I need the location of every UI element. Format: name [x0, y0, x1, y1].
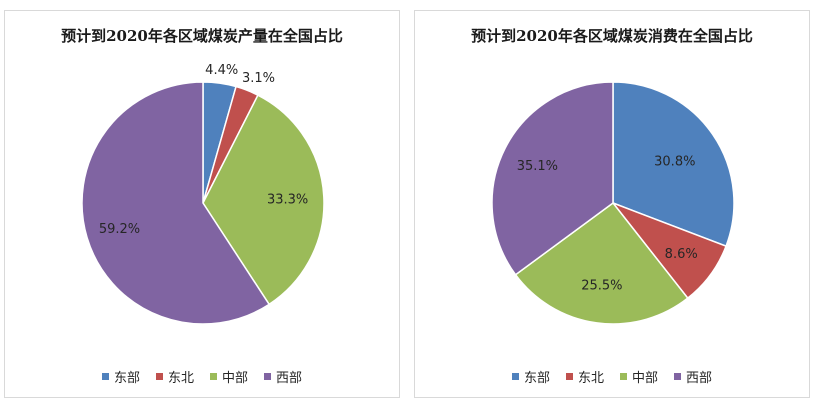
legend-swatch	[674, 373, 682, 380]
legend-swatch	[620, 373, 627, 380]
legend-swatch	[101, 373, 109, 380]
pie-chart-production: 4.4% 3.1% 33.3% 59.2%	[81, 63, 325, 325]
legend-swatch	[210, 373, 217, 380]
legend-swatch	[155, 373, 163, 380]
legend-label: 中部	[222, 371, 249, 386]
pie-slice-4	[491, 81, 614, 276]
legend-item: 东北	[565, 367, 604, 386]
chart-panel-consumption: 预计到2020年各区域煤炭消费在全国占比 30.8% 8.6% 25.5% 35.1%…	[414, 10, 810, 398]
legend: 东部 东北 中部 西部	[415, 367, 809, 386]
legend-label: 西部	[686, 371, 713, 386]
data-label: 3.1%	[242, 71, 275, 86]
chart-title: 预计到2020年各区域煤炭产量在全国占比	[61, 27, 343, 45]
legend-item: 东部	[511, 367, 550, 386]
legend-item: 中部	[210, 367, 248, 386]
pie-slice-1	[612, 81, 735, 248]
legend: 东部 东北 中部 西部	[5, 367, 399, 386]
legend-label: 中部	[632, 371, 659, 386]
chart-title: 预计到2020年各区域煤炭消费在全国占比	[471, 27, 753, 45]
legend-item: 西部	[674, 367, 712, 386]
data-label: 59.2%	[99, 222, 140, 237]
legend-item: 中部	[620, 367, 658, 386]
legend-label: 东部	[113, 371, 140, 386]
legend-item: 东北	[155, 367, 194, 386]
data-label: 8.6%	[665, 247, 698, 262]
legend-swatch	[565, 373, 573, 380]
data-label: 35.1%	[517, 159, 558, 174]
chart-panel-production: 预计到2020年各区域煤炭产量在全国占比 4.4% 3.1% 33.3% 59.2% …	[4, 10, 400, 398]
pie-chart-consumption: 30.8% 8.6% 25.5% 35.1%	[491, 81, 735, 325]
legend-label: 东北	[167, 371, 194, 386]
legend-item: 西部	[264, 367, 302, 386]
pie-slice-3	[202, 94, 325, 306]
legend-swatch	[264, 373, 272, 380]
legend-swatch	[511, 373, 519, 380]
legend-item: 东部	[101, 367, 140, 386]
data-label: 30.8%	[654, 154, 695, 169]
data-label: 33.3%	[267, 193, 308, 208]
data-label: 25.5%	[581, 279, 622, 294]
pie-slice-3	[514, 201, 689, 325]
legend-label: 东北	[577, 371, 604, 386]
data-label: 4.4%	[205, 63, 238, 78]
legend-label: 西部	[276, 371, 303, 386]
legend-label: 东部	[523, 371, 550, 386]
pie-slice-4	[81, 81, 271, 325]
